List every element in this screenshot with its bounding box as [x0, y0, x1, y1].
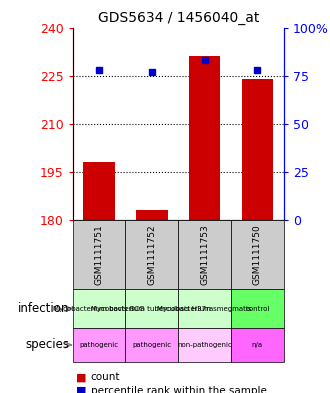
Text: ■: ■: [76, 386, 86, 393]
Text: ■: ■: [76, 372, 86, 382]
Text: GSM1111750: GSM1111750: [253, 224, 262, 285]
Text: pathogenic: pathogenic: [132, 342, 171, 348]
Text: GSM1111751: GSM1111751: [94, 224, 104, 285]
Bar: [242, 79, 273, 220]
Text: non-pathogenic: non-pathogenic: [177, 342, 232, 348]
Title: GDS5634 / 1456040_at: GDS5634 / 1456040_at: [97, 11, 259, 25]
Text: Mycobacterium bovis BCG: Mycobacterium bovis BCG: [53, 305, 145, 312]
Bar: [136, 211, 168, 220]
Text: infection: infection: [18, 302, 69, 315]
Bar: [83, 162, 115, 220]
Text: percentile rank within the sample: percentile rank within the sample: [91, 386, 267, 393]
Bar: [189, 57, 220, 220]
Text: n/a: n/a: [252, 342, 263, 348]
Text: species: species: [25, 338, 69, 351]
Text: GSM1111753: GSM1111753: [200, 224, 209, 285]
Text: count: count: [91, 372, 120, 382]
Text: pathogenic: pathogenic: [80, 342, 118, 348]
Text: Mycobacterium smegmatis: Mycobacterium smegmatis: [157, 305, 252, 312]
Text: GSM1111752: GSM1111752: [147, 224, 156, 285]
Text: Mycobacterium tuberculosis H37ra: Mycobacterium tuberculosis H37ra: [91, 305, 213, 312]
Text: control: control: [245, 305, 270, 312]
